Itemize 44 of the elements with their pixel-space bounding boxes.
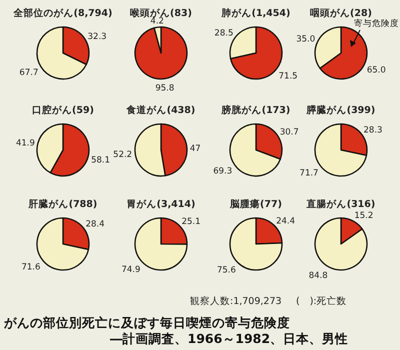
data-label: 65.0	[366, 65, 386, 76]
chart-title: 胃がん(3,414)	[126, 199, 196, 210]
data-label: 52.2	[113, 150, 132, 160]
data-label: 71.6	[21, 262, 40, 272]
data-label: 71.5	[278, 71, 298, 82]
data-label: 25.1	[182, 217, 201, 228]
chart-title: 食道がん(438)	[126, 104, 196, 116]
data-label: 28.5	[214, 28, 234, 39]
chart-title: 肝臓がん(788)	[28, 198, 98, 210]
data-label: 41.9	[16, 138, 35, 148]
data-label: 30.7	[280, 128, 299, 138]
chart-title: 口腔がん(59)	[32, 104, 94, 116]
data-label: 67.7	[19, 68, 38, 78]
data-label: 24.4	[276, 216, 296, 227]
chart-title: 肺がん(1,454)	[220, 7, 290, 19]
data-label: 32.3	[88, 32, 107, 42]
data-label: 84.8	[308, 271, 328, 282]
data-label: 69.3	[213, 166, 232, 176]
chart-title: 咽頭がん(28)	[310, 7, 372, 19]
data-label: 75.6	[216, 265, 236, 276]
text: 寄与危険度	[354, 18, 399, 29]
data-label: 71.7	[300, 168, 318, 178]
pie-slice	[314, 217, 368, 271]
text: 観察人数:1,709,273	[190, 295, 282, 307]
data-label: 74.9	[121, 264, 140, 275]
pie-slice	[134, 26, 188, 80]
data-label: 28.3	[364, 126, 382, 136]
data-label: 15.2	[354, 210, 374, 221]
data-label: 47	[190, 144, 201, 154]
pie-slice	[36, 26, 87, 80]
data-label: 58.1	[91, 156, 110, 166]
chart-title: 喉頭がん(83)	[130, 7, 192, 19]
text: がんの部位別死亡に及ぼす毎日喫煙の寄与危険度	[3, 315, 290, 330]
chart-title: 直腸がん(316)	[306, 198, 376, 210]
data-label: 95.8	[155, 84, 174, 94]
text: ―計画調査、1966～1982、日本、男性	[110, 331, 348, 346]
chart-title: 全部位のがん(8,794)	[12, 7, 112, 19]
chart-title: 脳腫瘍(77)	[229, 198, 282, 210]
chart-title: 膵臓がん(399)	[306, 104, 376, 116]
data-label: 4.2	[150, 16, 164, 26]
chart-title: 膀胱がん(173)	[220, 104, 290, 116]
data-label: 35.0	[296, 34, 316, 45]
data-label: 28.4	[86, 220, 105, 230]
text: ( ):死亡数	[296, 295, 347, 307]
